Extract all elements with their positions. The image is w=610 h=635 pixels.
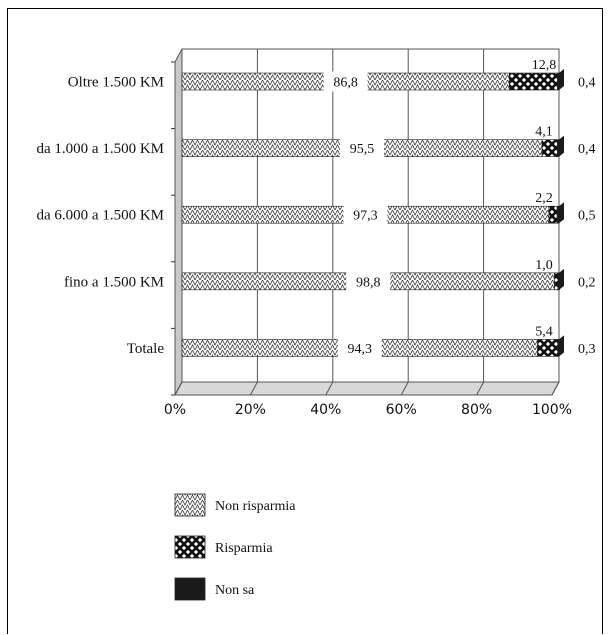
x-tick-label: 0% <box>164 402 186 418</box>
bar-end-cap <box>559 268 564 290</box>
value-label-non-risparmia: 97,3 <box>353 209 378 224</box>
value-label-risparmia: 12,8 <box>532 58 557 73</box>
value-label-non-risparmia: 95,5 <box>350 142 375 157</box>
bar-segment-2 <box>557 139 560 157</box>
value-label-bg <box>343 204 388 225</box>
x-tick-label: 60% <box>386 402 417 418</box>
legend-swatch <box>174 535 206 559</box>
bar-segment-1 <box>508 72 558 91</box>
x-tick-label: 80% <box>461 402 492 418</box>
floor-gridline <box>325 381 334 396</box>
plot-left-wall <box>174 48 183 396</box>
category-label: da 1.000 a 1.500 KM <box>37 141 165 157</box>
value-label-risparmia: 2,2 <box>535 191 553 206</box>
bar-segment-1 <box>548 205 558 224</box>
bar-end-cap <box>559 135 564 157</box>
value-label-bg <box>323 71 368 92</box>
category-label: Totale <box>127 341 165 357</box>
floor-gridline <box>400 381 409 396</box>
x-tick-label: 40% <box>310 402 341 418</box>
plot-floor <box>174 381 560 396</box>
category-label: fino a 1.500 KM <box>64 274 164 290</box>
legend-label: Non sa <box>215 583 255 598</box>
value-label-risparmia: 1,0 <box>535 258 553 273</box>
x-tick-label: 20% <box>235 402 266 418</box>
legend-swatch <box>174 493 206 517</box>
chart-frame <box>7 8 603 634</box>
value-label-non-sa: 0,5 <box>578 209 596 224</box>
value-label-risparmia: 5,4 <box>535 324 553 339</box>
value-label-non-sa: 0,4 <box>578 142 596 157</box>
value-label-non-sa: 0,3 <box>578 342 596 357</box>
legend-label: Risparmia <box>215 541 273 556</box>
floor-gridline <box>249 381 258 396</box>
value-label-bg <box>337 337 382 358</box>
value-label-non-sa: 0,4 <box>578 76 596 91</box>
bar-end-cap <box>559 69 564 91</box>
bar-segment-2 <box>557 72 560 91</box>
bar-segment-1 <box>541 139 558 157</box>
value-label-non-risparmia: 86,8 <box>333 76 358 91</box>
value-label-bg <box>340 138 385 159</box>
value-label-risparmia: 4,1 <box>535 125 553 140</box>
bar-segment-1 <box>537 339 559 357</box>
bar-segment-1 <box>554 272 559 291</box>
value-label-non-sa: 0,2 <box>578 275 596 290</box>
legend-swatch <box>174 577 206 601</box>
category-label: da 6.000 a 1.500 KM <box>37 208 165 224</box>
floor-gridline <box>174 381 183 396</box>
x-tick-label: 100% <box>532 402 572 418</box>
value-label-non-risparmia: 94,3 <box>348 342 373 357</box>
value-label-bg <box>346 271 391 292</box>
bar-segment-2 <box>557 339 560 357</box>
bar-segment-2 <box>556 205 560 224</box>
floor-gridline <box>476 381 485 396</box>
floor-gridline <box>551 381 560 396</box>
legend-label: Non risparmia <box>215 499 296 514</box>
bar-end-cap <box>559 335 564 357</box>
value-label-non-risparmia: 98,8 <box>356 275 381 290</box>
category-label: Oltre 1.500 KM <box>68 75 164 91</box>
bar-end-cap <box>559 202 564 224</box>
